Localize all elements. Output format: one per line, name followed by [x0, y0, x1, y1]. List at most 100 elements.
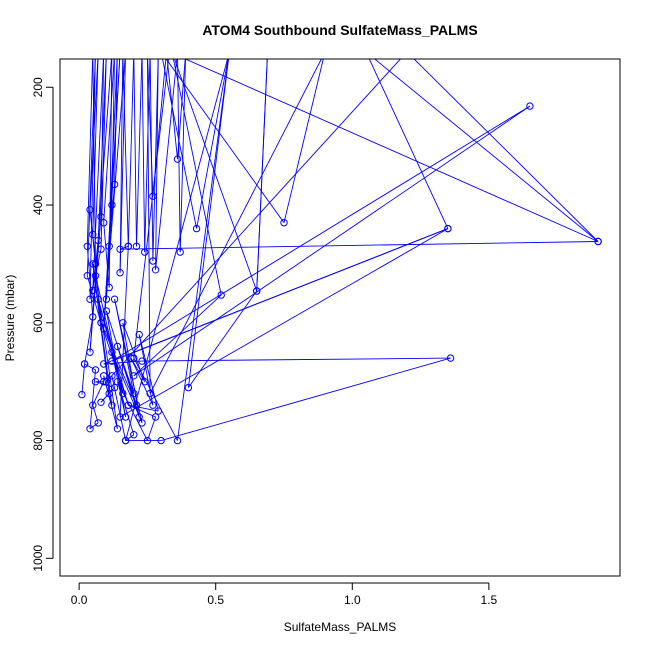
series-line-segment: [413, 59, 599, 242]
data-point: [89, 286, 97, 295]
data-point: [100, 360, 108, 368]
data-point: [143, 436, 152, 445]
series-line-segment: [128, 404, 156, 418]
series-line-segment: [119, 59, 124, 273]
data-point: [264, 49, 270, 55]
data-point: [151, 413, 160, 421]
series-line-segment: [89, 422, 99, 430]
data-point: [594, 237, 602, 246]
series-line-segment: [111, 105, 531, 362]
data-point: [135, 413, 143, 421]
y-tick-label: 1000: [31, 545, 45, 572]
data-point: [141, 378, 149, 386]
data-point: [91, 272, 100, 280]
data-point: [86, 348, 94, 356]
series-line-segment: [141, 357, 451, 362]
y-tick-label: 600: [31, 312, 45, 332]
series-line-segment: [141, 59, 146, 253]
series-line-segment: [100, 59, 107, 250]
data-point: [130, 354, 138, 362]
series-line-segment: [92, 59, 99, 235]
data-point: [90, 49, 96, 55]
series-line-segment: [256, 59, 268, 292]
plot-area: [78, 49, 602, 445]
data-point: [91, 378, 100, 386]
series-line-segment: [133, 59, 169, 359]
series-line-segment: [127, 59, 135, 247]
series-line-segment: [136, 59, 143, 247]
data-point: [89, 313, 97, 321]
series-line-segment: [172, 59, 222, 296]
data-point: [97, 398, 105, 406]
data-point: [119, 319, 127, 327]
series-line-segment: [177, 59, 229, 441]
series-line-segment: [92, 59, 96, 264]
data-point: [103, 49, 109, 55]
series-line-segment: [373, 59, 599, 242]
series-line-segment: [106, 59, 402, 383]
data-point: [226, 49, 232, 55]
data-point: [146, 389, 154, 398]
series-line-segment: [147, 59, 151, 394]
series-line-segment: [86, 59, 94, 247]
series-line-segment: [92, 263, 110, 394]
data-point: [226, 49, 232, 55]
series-line-segment: [187, 59, 229, 388]
data-point: [78, 390, 86, 399]
series-line-segment: [103, 59, 115, 223]
data-point: [109, 49, 115, 55]
data-point: [113, 378, 122, 386]
series-line-segment: [149, 59, 322, 394]
x-axis: 0.0 0.5 1.0 1.5: [71, 582, 498, 607]
data-point: [174, 49, 180, 55]
data-point: [169, 49, 175, 55]
data-point: [89, 401, 97, 409]
data-point: [110, 295, 119, 303]
data-point: [173, 155, 182, 163]
chart-title: ATOM4 Southbound SulfateMass_PALMS: [202, 22, 477, 38]
x-tick-label: 0.0: [71, 593, 88, 607]
data-point: [108, 357, 116, 365]
data-point: [120, 49, 126, 55]
data-point: [154, 407, 163, 415]
series-line-segment: [95, 275, 118, 429]
data-point: [83, 272, 92, 280]
data-point: [108, 372, 116, 380]
data-point: [526, 102, 534, 110]
data-point: [80, 360, 89, 368]
data-point: [173, 436, 182, 445]
series-line-segment: [111, 375, 127, 441]
series-line-segment: [133, 294, 222, 377]
data-point: [116, 413, 124, 421]
y-axis-label: Pressure (mbar): [3, 275, 17, 362]
data-point: [192, 224, 201, 233]
data-point: [95, 49, 101, 55]
data-point: [363, 49, 369, 55]
data-point: [322, 49, 328, 55]
data-point: [124, 401, 133, 409]
data-point: [110, 383, 119, 392]
x-tick-label: 0.5: [207, 593, 224, 607]
series-line-segment: [146, 416, 157, 441]
data-point: [130, 389, 138, 398]
data-point: [138, 419, 146, 427]
data-point: [101, 49, 107, 55]
data-point: [100, 325, 108, 333]
data-point: [94, 419, 102, 427]
series-line-segment: [184, 59, 599, 242]
data-point: [253, 287, 261, 295]
data-point: [122, 49, 128, 55]
data-point: [89, 260, 97, 268]
series-line-segment: [368, 59, 449, 229]
series-line-segment: [165, 59, 285, 223]
series-line-segment: [122, 322, 146, 382]
series-line-segment: [120, 241, 599, 250]
data-point: [102, 378, 111, 386]
series-line-segment: [155, 59, 178, 270]
data-point: [105, 389, 113, 398]
data-point: [113, 425, 122, 433]
data-point: [117, 49, 123, 55]
series-line-segment: [84, 363, 96, 371]
data-point: [138, 357, 146, 365]
